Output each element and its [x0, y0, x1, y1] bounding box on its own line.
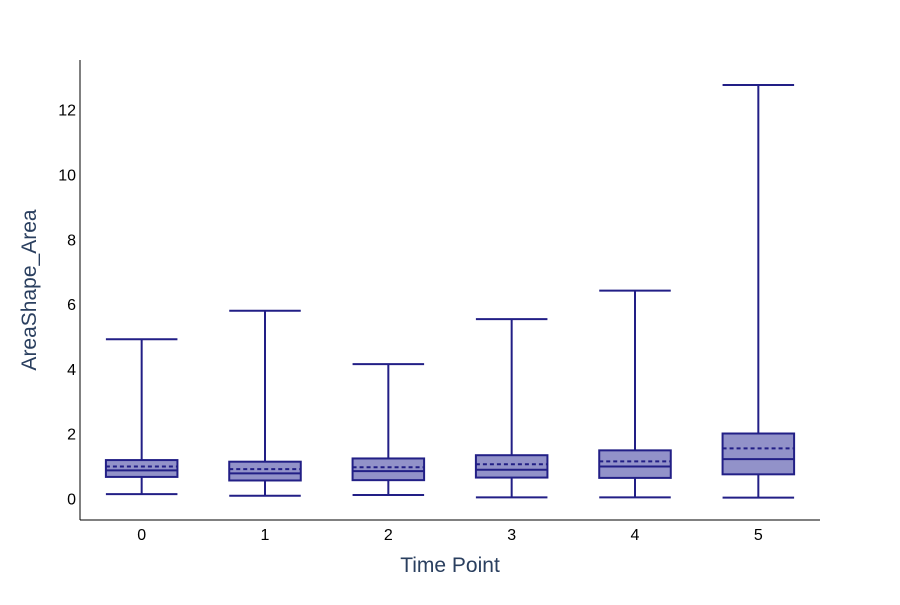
- box-3: [474, 318, 549, 499]
- x-tick-label: 4: [631, 527, 640, 544]
- box-1: [228, 309, 302, 497]
- x-tick-label: 0: [137, 527, 146, 544]
- iqr-box: [104, 459, 179, 478]
- y-axis-title: AreaShape_Area: [18, 209, 41, 370]
- y-tick-label: 10: [58, 168, 76, 185]
- y-tick-label: 4: [67, 362, 76, 379]
- boxes: [104, 83, 796, 499]
- x-tick-label: 1: [261, 527, 270, 544]
- iqr-box: [598, 449, 672, 479]
- y-tick-label: 0: [67, 491, 76, 508]
- iqr-box: [474, 454, 549, 479]
- box-2: [351, 363, 426, 497]
- x-axis-title: Time Point: [400, 554, 500, 577]
- x-tick-labels: 0 1 2 3 4 5: [137, 527, 763, 544]
- x-tick-label: 2: [384, 527, 393, 544]
- y-tick-label: 8: [67, 232, 76, 249]
- box-0: [104, 338, 179, 496]
- y-tick-label: 12: [58, 103, 76, 120]
- x-tick-label: 5: [754, 527, 763, 544]
- iqr-box: [228, 460, 302, 482]
- iqr-box: [351, 457, 426, 482]
- iqr-box: [721, 432, 796, 476]
- y-tick-label: 2: [67, 427, 76, 444]
- y-tick-labels: 0 2 4 6 8 10 12: [58, 103, 76, 509]
- y-tick-label: 6: [67, 297, 76, 314]
- box-5: [721, 83, 796, 499]
- axes: [79, 60, 820, 521]
- x-tick-label: 3: [507, 527, 516, 544]
- box-4: [598, 289, 672, 499]
